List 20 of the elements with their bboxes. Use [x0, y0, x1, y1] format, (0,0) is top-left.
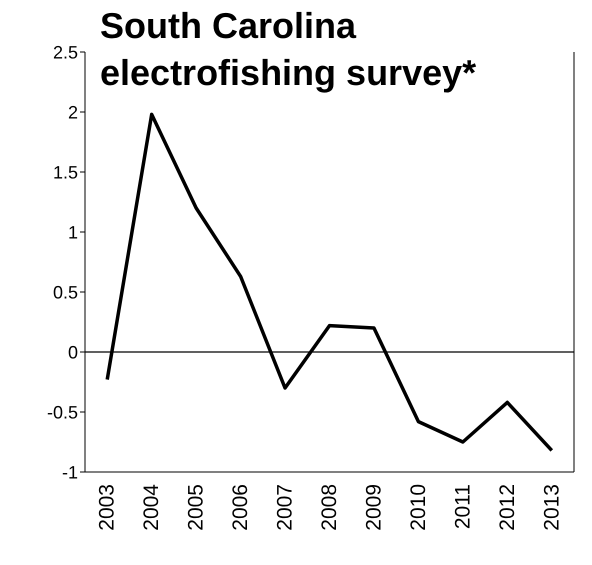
x-tick-label: 2010	[406, 484, 430, 531]
y-tick-label: 0.5	[52, 282, 78, 302]
y-tick-label: -0.5	[46, 402, 78, 422]
x-tick-label: 2006	[229, 484, 252, 531]
x-tick-label: 2009	[362, 484, 386, 531]
y-tick-label: 2.5	[52, 42, 78, 62]
y-tick-label: 0	[68, 342, 78, 362]
x-tick-label: 2013	[540, 484, 564, 531]
x-tick-label: 2008	[318, 484, 341, 531]
x-tick-label: 2012	[496, 484, 519, 531]
x-tick-label: 2005	[184, 484, 208, 531]
y-tick-label: 1.5	[52, 162, 78, 182]
x-tick-label: 2007	[274, 484, 297, 531]
y-tick-label: 1	[68, 222, 78, 242]
x-tick-label: 2003	[96, 484, 119, 531]
x-tick-label: 2011	[451, 484, 474, 530]
x-tick-label: 2004	[140, 484, 164, 531]
y-tick-label: -1	[62, 462, 78, 482]
y-tick-label: 2	[68, 102, 78, 122]
chart-title: South Carolina electrofishing survey*	[100, 2, 570, 96]
